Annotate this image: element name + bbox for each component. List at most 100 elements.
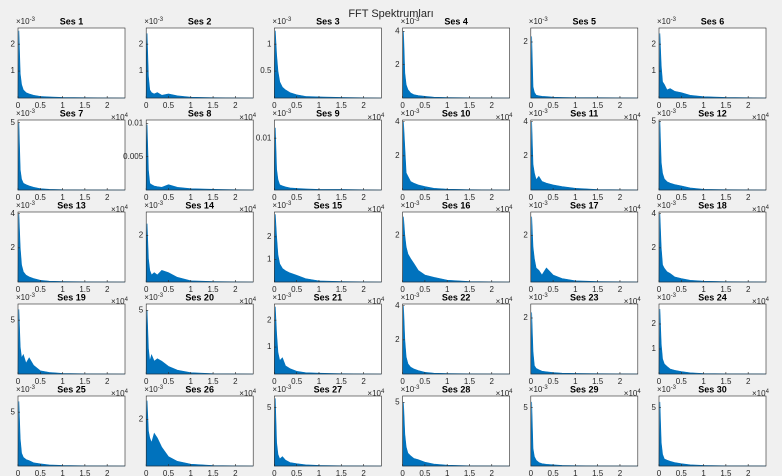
x-exponent-power: 4: [253, 389, 257, 395]
x-exponent-power: 4: [125, 297, 129, 303]
x-tick-label: 0: [657, 377, 662, 386]
x-tick-label: 0: [657, 193, 662, 202]
axes-box: [402, 395, 510, 467]
subplot-title: Ses 3: [316, 16, 340, 26]
x-tick-label: 1: [573, 377, 578, 386]
y-tick-label: 4: [395, 26, 400, 35]
x-tick-label: 0.5: [676, 377, 688, 386]
y-exponent-power: -3: [286, 385, 292, 391]
axes-background: [659, 120, 766, 190]
subplot-title: Ses 18: [698, 200, 727, 210]
x-tick-label: 0.5: [35, 469, 47, 476]
x-tick-label: 0: [529, 101, 534, 110]
axes-background: [530, 28, 638, 98]
x-exponent-base: ×10: [752, 297, 766, 306]
axes-background: [274, 304, 382, 374]
axes-box: [274, 211, 382, 283]
x-tick-label: 0: [529, 469, 534, 476]
y-exponent-base: ×10: [529, 293, 543, 302]
y-tick-label: 2: [139, 414, 144, 423]
axes-box: [658, 211, 767, 283]
y-exponent-power: -3: [286, 109, 292, 115]
x-exponent: ×104: [496, 297, 514, 307]
x-tick-label: 0.5: [676, 101, 688, 110]
x-tick-label: 2: [746, 469, 751, 476]
y-exponent-power: -3: [30, 17, 36, 23]
x-exponent: ×104: [367, 297, 385, 307]
y-exponent: ×10-3: [272, 201, 292, 211]
y-exponent-power: -3: [286, 201, 292, 207]
x-tick-label: 0.5: [419, 285, 431, 294]
x-tick-label: 1.5: [464, 101, 476, 110]
x-tick-label: 1.5: [208, 101, 220, 110]
x-exponent-base: ×10: [624, 205, 638, 214]
axes-background: [402, 120, 510, 190]
y-tick-label: 2: [523, 313, 528, 322]
y-exponent-power: -3: [542, 17, 548, 23]
x-tick-label: 1: [445, 469, 450, 476]
x-exponent-power: 4: [509, 389, 513, 395]
spectrum: [17, 30, 126, 99]
axes-box: [145, 211, 254, 283]
y-exponent-base: ×10: [144, 17, 158, 26]
x-tick-label: 1.5: [208, 193, 220, 202]
x-tick-label: 0: [529, 193, 534, 202]
spectrum: [530, 216, 638, 283]
y-exponent-power: -3: [542, 109, 548, 115]
x-exponent: ×104: [111, 205, 129, 215]
axes-box: [145, 395, 254, 467]
x-tick-label: 1: [189, 469, 194, 476]
x-tick-label: 1.5: [336, 377, 348, 386]
y-exponent: ×10-3: [657, 109, 677, 119]
x-tick-label: 1.5: [336, 469, 348, 476]
x-tick-label: 1: [317, 193, 322, 202]
x-tick-label: 1: [189, 377, 194, 386]
x-exponent-power: 4: [509, 297, 513, 303]
axes-background: [146, 212, 254, 282]
axes-background: [659, 304, 766, 374]
x-tick-label: 0: [144, 285, 149, 294]
y-exponent-base: ×10: [272, 293, 286, 302]
x-tick-label: 1.5: [592, 377, 604, 386]
x-tick-label: 0.5: [35, 193, 47, 202]
y-exponent: ×10-3: [529, 293, 549, 303]
x-tick-label: 0: [272, 377, 277, 386]
x-tick-label: 0: [272, 285, 277, 294]
axes-background: [146, 120, 254, 190]
y-tick-label: 5: [11, 118, 16, 127]
y-tick-label: 2: [523, 230, 528, 239]
y-tick-label: 2: [11, 243, 16, 252]
x-tick-label: 0.5: [35, 285, 47, 294]
spectrum: [145, 124, 254, 191]
y-exponent: ×10-3: [401, 109, 421, 119]
y-tick-label: 5: [652, 403, 657, 412]
x-tick-label: 1.5: [720, 285, 732, 294]
x-tick-label: 1.5: [720, 469, 732, 476]
x-exponent-base: ×10: [239, 297, 253, 306]
subplot-title: Ses 24: [698, 292, 727, 302]
x-tick-label: 1.5: [79, 469, 91, 476]
x-tick-label: 0: [16, 469, 21, 476]
y-tick-label: 2: [395, 151, 400, 160]
x-tick-label: 1: [573, 469, 578, 476]
y-exponent-power: -3: [30, 385, 36, 391]
x-tick-label: 1: [445, 285, 450, 294]
x-tick-label: 2: [105, 377, 110, 386]
y-exponent: ×10-3: [144, 385, 164, 395]
x-exponent: ×104: [752, 389, 770, 399]
x-exponent-power: 4: [766, 389, 770, 395]
subplot-title: Ses 7: [60, 108, 84, 118]
y-exponent-power: -3: [671, 293, 677, 299]
x-tick-label: 0.5: [291, 469, 303, 476]
x-tick-label: 2: [618, 193, 623, 202]
subplot-title: Ses 17: [570, 200, 599, 210]
x-tick-label: 1: [701, 285, 706, 294]
x-exponent-base: ×10: [752, 113, 766, 122]
y-tick-label: 4: [395, 301, 400, 310]
y-exponent: ×10-3: [657, 17, 677, 27]
axes-box: [274, 27, 382, 99]
y-exponent-power: -3: [414, 293, 420, 299]
axes-box: [17, 119, 126, 191]
x-exponent: ×104: [496, 113, 514, 123]
y-exponent-power: -3: [414, 17, 420, 23]
